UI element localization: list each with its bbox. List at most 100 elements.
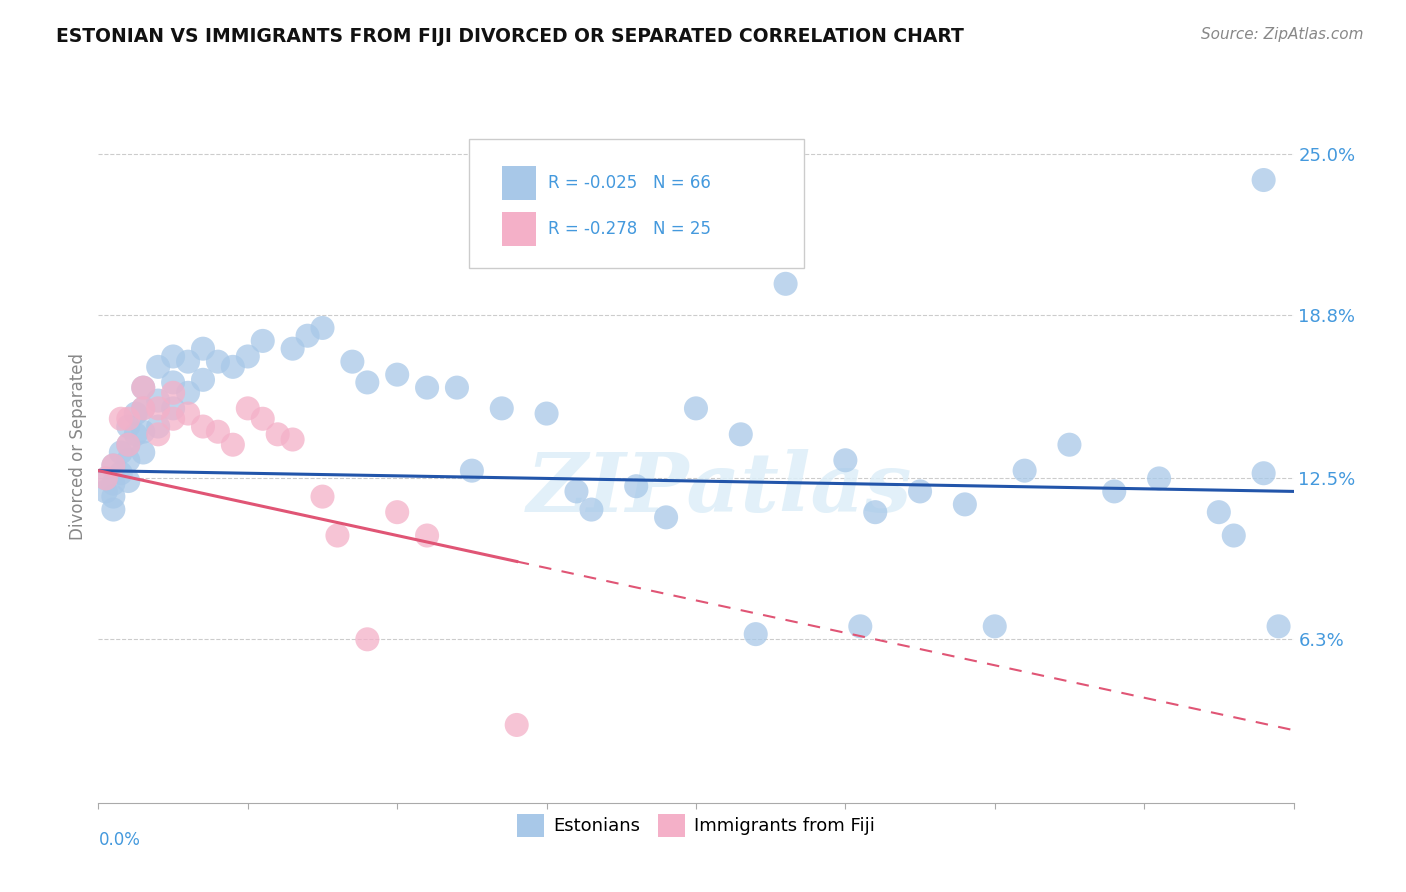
Point xyxy=(267,427,290,442)
Point xyxy=(775,277,797,291)
Point xyxy=(117,474,139,488)
Point xyxy=(191,419,214,434)
Point xyxy=(491,401,513,416)
Y-axis label: Divorced or Separated: Divorced or Separated xyxy=(69,352,87,540)
Point xyxy=(117,438,139,452)
Point xyxy=(865,505,887,519)
Point xyxy=(177,407,200,421)
Point xyxy=(207,425,229,439)
Point xyxy=(125,407,148,421)
Point xyxy=(685,401,707,416)
Point xyxy=(953,497,976,511)
Point xyxy=(385,505,409,519)
Point xyxy=(834,453,856,467)
Text: ZIPatlas: ZIPatlas xyxy=(527,449,912,529)
Point xyxy=(626,479,648,493)
Point xyxy=(103,476,125,491)
Point xyxy=(1014,464,1036,478)
Point xyxy=(94,484,117,499)
Point xyxy=(132,425,155,439)
Point xyxy=(132,401,155,416)
Point xyxy=(117,419,139,434)
Point xyxy=(297,328,319,343)
Point xyxy=(730,427,752,442)
Point xyxy=(103,458,125,473)
Point xyxy=(110,445,132,459)
Point xyxy=(117,411,139,425)
Point xyxy=(103,458,125,473)
Point xyxy=(103,490,125,504)
Point xyxy=(281,433,304,447)
Point xyxy=(581,502,603,516)
Point xyxy=(162,376,184,390)
Point xyxy=(356,632,378,647)
Point xyxy=(461,464,484,478)
Point xyxy=(506,718,529,732)
Point xyxy=(162,411,184,425)
Point xyxy=(385,368,409,382)
Point xyxy=(416,381,439,395)
Point xyxy=(125,427,148,442)
Point xyxy=(342,354,364,368)
Point xyxy=(536,407,558,421)
Point xyxy=(148,393,170,408)
Point xyxy=(132,381,155,395)
Point xyxy=(1253,173,1275,187)
Point xyxy=(356,376,378,390)
Point xyxy=(1267,619,1289,633)
Point xyxy=(191,373,214,387)
Point xyxy=(222,359,245,374)
Point xyxy=(745,627,768,641)
Point xyxy=(281,342,304,356)
Point xyxy=(117,453,139,467)
Point xyxy=(148,419,170,434)
Point xyxy=(416,528,439,542)
Text: R = -0.278   N = 25: R = -0.278 N = 25 xyxy=(548,220,711,238)
Point xyxy=(148,427,170,442)
Point xyxy=(1208,505,1230,519)
FancyBboxPatch shape xyxy=(470,139,804,268)
Point xyxy=(446,381,468,395)
Point xyxy=(148,359,170,374)
Point xyxy=(252,334,274,348)
Point xyxy=(655,510,678,524)
Point xyxy=(252,411,274,425)
FancyBboxPatch shape xyxy=(502,166,536,200)
Point xyxy=(132,445,155,459)
Point xyxy=(311,490,333,504)
Point xyxy=(1253,467,1275,481)
Point xyxy=(94,471,117,485)
Point xyxy=(177,385,200,400)
Point xyxy=(148,401,170,416)
FancyBboxPatch shape xyxy=(502,212,536,246)
Text: ESTONIAN VS IMMIGRANTS FROM FIJI DIVORCED OR SEPARATED CORRELATION CHART: ESTONIAN VS IMMIGRANTS FROM FIJI DIVORCE… xyxy=(56,27,965,45)
Point xyxy=(222,438,245,452)
Point xyxy=(110,467,132,481)
Point xyxy=(207,354,229,368)
Point xyxy=(132,381,155,395)
Point xyxy=(565,484,588,499)
Point xyxy=(311,321,333,335)
Point xyxy=(236,401,259,416)
Point xyxy=(132,401,155,416)
Point xyxy=(1147,471,1170,485)
Point xyxy=(103,502,125,516)
Point xyxy=(984,619,1007,633)
Point xyxy=(162,401,184,416)
Point xyxy=(849,619,872,633)
Point xyxy=(1223,528,1246,542)
Point xyxy=(162,350,184,364)
Text: Source: ZipAtlas.com: Source: ZipAtlas.com xyxy=(1201,27,1364,42)
Text: 0.0%: 0.0% xyxy=(98,831,141,849)
Point xyxy=(110,411,132,425)
Text: R = -0.025   N = 66: R = -0.025 N = 66 xyxy=(548,174,710,192)
Point xyxy=(236,350,259,364)
Point xyxy=(177,354,200,368)
Point xyxy=(908,484,931,499)
Point xyxy=(117,438,139,452)
Point xyxy=(1059,438,1081,452)
Legend: Estonians, Immigrants from Fiji: Estonians, Immigrants from Fiji xyxy=(509,807,883,844)
Point xyxy=(326,528,349,542)
Point xyxy=(162,385,184,400)
Point xyxy=(1104,484,1126,499)
